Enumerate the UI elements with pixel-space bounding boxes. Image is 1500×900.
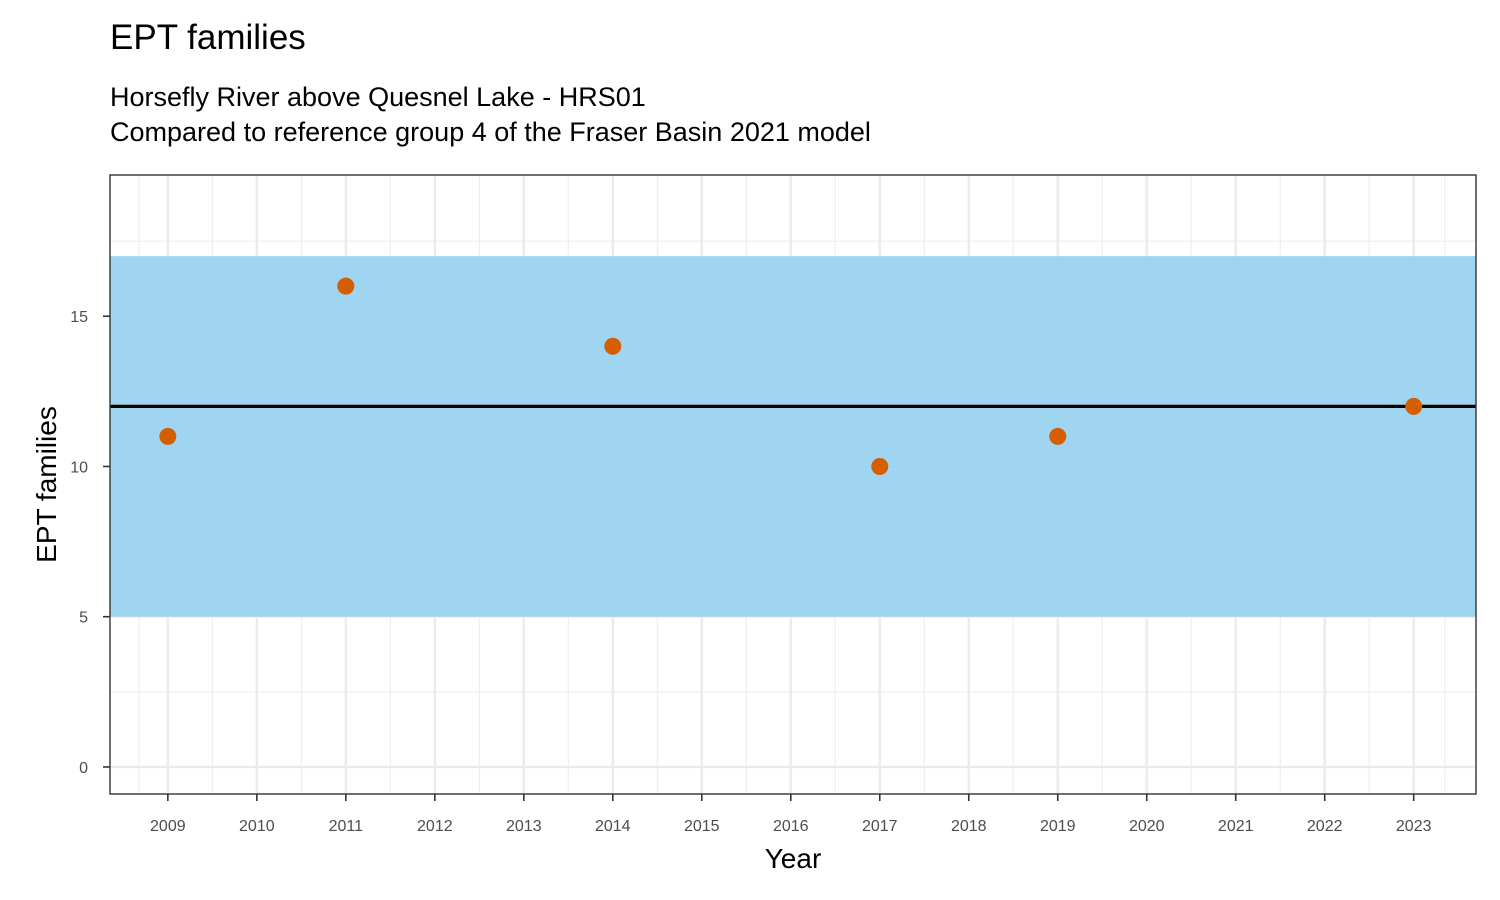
- x-tick-label: 2011: [329, 818, 364, 835]
- y-axis-title: EPT families: [31, 406, 62, 563]
- reference-band: [110, 256, 1476, 617]
- data-point: [159, 427, 177, 445]
- chart-subtitle-line-1: Horsefly River above Quesnel Lake - HRS0…: [110, 82, 646, 112]
- x-tick-label: 2014: [595, 818, 631, 835]
- data-point: [604, 337, 622, 355]
- y-tick-label: 10: [70, 459, 88, 476]
- y-tick-label: 15: [70, 309, 88, 326]
- x-tick-label: 2010: [239, 818, 275, 835]
- x-axis-title: Year: [765, 843, 822, 874]
- x-tick-label: 2019: [1040, 818, 1076, 835]
- chart-title: EPT families: [110, 18, 306, 57]
- x-tick-label: 2012: [417, 818, 453, 835]
- x-tick-label: 2020: [1129, 818, 1165, 835]
- x-tick-label: 2015: [684, 818, 720, 835]
- data-point: [871, 457, 889, 475]
- panel-border: [109, 174, 1477, 795]
- data-point: [337, 277, 355, 295]
- y-tick-label: 5: [79, 610, 88, 627]
- x-tick-label: 2021: [1218, 818, 1254, 835]
- x-tick-label: 2009: [150, 818, 186, 835]
- data-point: [1405, 397, 1423, 415]
- x-tick-label: 2023: [1396, 818, 1432, 835]
- x-tick-label: 2016: [773, 818, 809, 835]
- chart-subtitle-line-2: Compared to reference group 4 of the Fra…: [110, 117, 871, 147]
- data-points-layer: [159, 277, 1423, 475]
- x-tick-label: 2017: [862, 818, 898, 835]
- x-tick-label: 2018: [951, 818, 987, 835]
- data-point: [1049, 427, 1067, 445]
- reference-band-layer: [110, 256, 1476, 617]
- x-tick-label: 2013: [506, 818, 542, 835]
- y-tick-label: 0: [79, 760, 88, 777]
- x-tick-label: 2022: [1307, 818, 1343, 835]
- axis-layer: 2009 2010 2011 2012 2013 2014 2015 2016 2017 2018…: [70, 309, 1431, 835]
